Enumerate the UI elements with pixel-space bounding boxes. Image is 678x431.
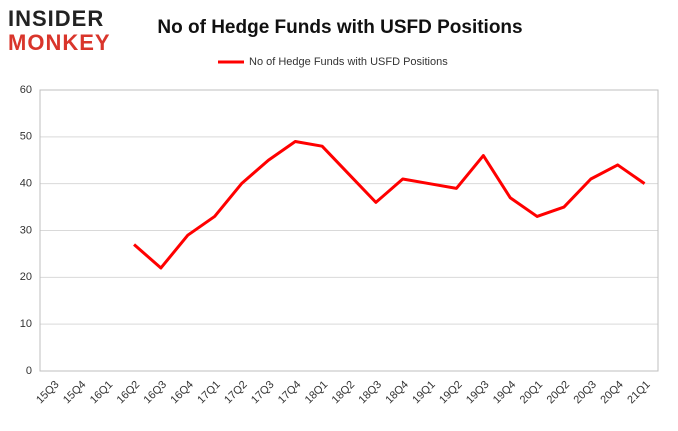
y-tick-label: 20: [20, 271, 32, 283]
y-tick-label: 10: [20, 318, 32, 330]
y-tick-label: 60: [20, 84, 32, 96]
y-tick-label: 30: [20, 224, 32, 236]
logo-top: INSIDER: [8, 6, 104, 31]
plot-border: [39, 89, 659, 372]
y-tick-label: 50: [20, 131, 32, 143]
logo-bottom: MONKEY: [8, 30, 111, 55]
y-tick-label: 0: [26, 365, 32, 377]
legend-label: No of Hedge Funds with USFD Positions: [249, 56, 448, 68]
y-tick-label: 40: [20, 178, 32, 190]
chart-title: No of Hedge Funds with USFD Positions: [157, 17, 522, 38]
data-line: [133, 140, 646, 270]
